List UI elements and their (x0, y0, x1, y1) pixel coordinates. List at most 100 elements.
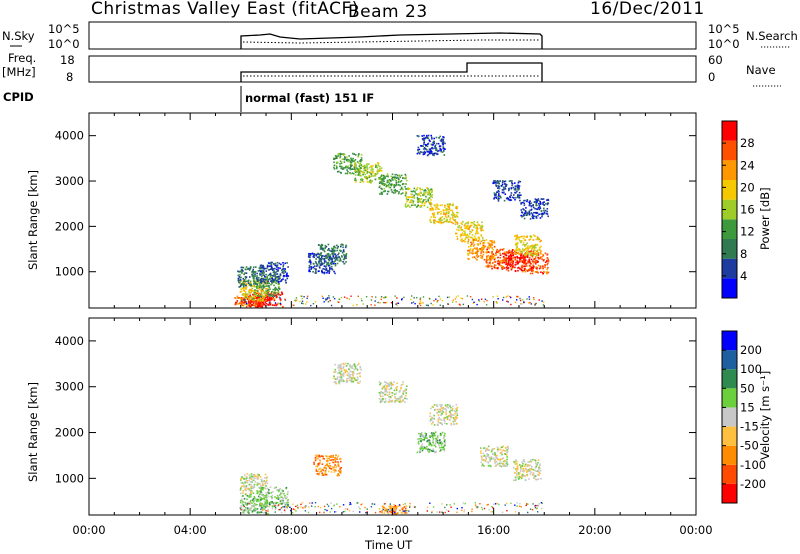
velocity-noise-pixel (456, 507, 458, 510)
velocity-echo-pixel (322, 474, 325, 476)
power-echo-pixel (494, 257, 497, 260)
power-echo-pixel (250, 301, 253, 303)
power-echo-pixel (257, 287, 259, 290)
power-echo-pixel (470, 231, 472, 233)
power-echo-pixel (530, 266, 533, 268)
velocity-echo-pixel (378, 381, 381, 383)
power-echo-pixel (359, 160, 362, 163)
velocity-noise-pixel (510, 502, 512, 505)
velocity-echo-pixel (384, 509, 386, 512)
power-echo-pixel (344, 167, 347, 169)
power-echo-pixel (438, 219, 441, 221)
power-echo-pixel (479, 227, 482, 230)
power-echo-pixel (539, 246, 541, 249)
velocity-echo-pixel (349, 364, 351, 366)
velocity-echo-pixel (516, 476, 519, 479)
power-noise-pixel (303, 296, 305, 298)
power-echo-pixel (320, 243, 323, 246)
velocity-echo-pixel (434, 442, 437, 444)
power-echo-pixel (514, 235, 516, 237)
power-echo-pixel (333, 250, 336, 252)
velocity-echo-pixel (404, 507, 407, 510)
velocity-echo-pixel (434, 444, 437, 446)
power-echo-pixel (243, 284, 246, 286)
power-echo-pixel (542, 265, 544, 267)
freq-label-line1: Freq. (8, 51, 36, 65)
power-echo-pixel (487, 264, 489, 267)
velocity-echo-pixel (281, 492, 283, 494)
power-echo-pixel (432, 144, 434, 146)
power-echo-pixel (525, 250, 528, 253)
power-echo-pixel (410, 204, 413, 207)
velocity-echo-pixel (350, 379, 352, 382)
velocity-echo-pixel (455, 410, 458, 413)
velocity-echo-pixel (333, 462, 336, 464)
velocity-echo-pixel (398, 398, 401, 400)
power-echo-pixel (346, 156, 348, 158)
velocity-echo-pixel (426, 437, 428, 439)
power-noise-pixel (452, 301, 454, 303)
power-echo-pixel (463, 224, 466, 227)
power-echo-pixel (424, 201, 427, 203)
power-echo-pixel (527, 247, 529, 249)
velocity-echo-pixel (251, 475, 254, 478)
power-echo-pixel (514, 259, 517, 261)
power-echo-pixel (328, 264, 331, 266)
power-echo-pixel (442, 146, 444, 148)
velocity-echo-pixel (326, 463, 328, 465)
velocity-echo-pixel (264, 482, 266, 485)
power-echo-pixel (398, 183, 400, 186)
power-echo-pixel (527, 260, 529, 263)
velocity-echo-pixel (436, 434, 439, 437)
velocity-noise-pixel (471, 510, 473, 513)
velocity-echo-pixel (334, 378, 337, 380)
power-echo-pixel (505, 185, 507, 187)
velocity-echo-pixel (384, 384, 387, 386)
power-echo-pixel (508, 255, 510, 257)
velocity-echo-pixel (400, 387, 402, 390)
velocity-echo-pixel (530, 459, 532, 461)
power-echo-pixel (458, 226, 460, 229)
velocity-echo-pixel (243, 486, 245, 488)
power-echo-pixel (541, 272, 544, 274)
power-echo-pixel (247, 267, 249, 270)
velocity-echo-pixel (260, 511, 263, 514)
power-echo-pixel (539, 200, 541, 203)
power-echo-pixel (374, 174, 377, 177)
power-echo-pixel (266, 266, 269, 268)
velocity-echo-pixel (249, 494, 251, 497)
power-echo-pixel (482, 239, 484, 242)
power-echo-pixel (316, 256, 319, 258)
velocity-echo-pixel (399, 389, 401, 392)
power-echo-pixel (273, 284, 275, 287)
power-echo-pixel (458, 229, 460, 232)
velocity-echo-pixel (394, 401, 396, 404)
power-echo-pixel (335, 256, 338, 259)
power-echo-pixel (347, 170, 349, 173)
velocity-echo-pixel (340, 374, 342, 376)
power-echo-pixel (370, 165, 372, 168)
power-echo-pixel (246, 298, 249, 300)
power-echo-pixel (349, 172, 351, 174)
power-echo-pixel (495, 249, 498, 252)
velocity-echo-pixel (320, 468, 323, 471)
power-echo-pixel (500, 259, 502, 262)
power-echo-pixel (329, 254, 331, 256)
power-echo-pixel (285, 273, 288, 276)
velocity-echo-pixel (531, 465, 533, 468)
velocity-echo-pixel (531, 468, 533, 471)
velocity-echo-pixel (353, 365, 356, 367)
power-echo-pixel (398, 191, 400, 193)
power-echo-pixel (285, 275, 288, 277)
power-echo-pixel (522, 208, 524, 210)
power-echo-pixel (267, 281, 269, 283)
power-echo-pixel (347, 165, 349, 168)
velocity-echo-pixel (488, 449, 491, 452)
power-echo-pixel (400, 186, 403, 189)
power-cbar-swatch (722, 121, 737, 141)
power-echo-pixel (279, 303, 282, 306)
velocity-echo-pixel (453, 420, 456, 422)
power-echo-pixel (255, 283, 258, 285)
power-echo-pixel (238, 297, 241, 299)
velocity-echo-pixel (495, 461, 498, 463)
